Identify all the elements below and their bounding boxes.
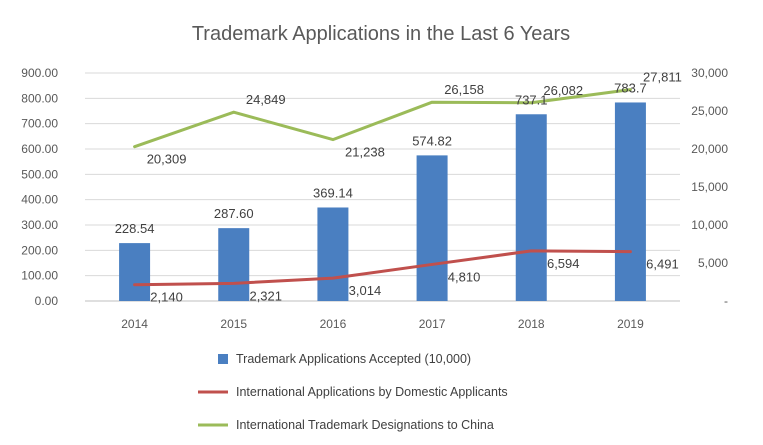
right-tick-label: 20,000 — [691, 142, 728, 156]
line-data-label: 4,810 — [448, 269, 481, 284]
line-data-label: 21,238 — [345, 145, 385, 160]
left-tick-label: 100.00 — [21, 269, 58, 283]
line-data-label: 6,491 — [646, 257, 679, 272]
bar — [416, 155, 448, 301]
right-tick-label: 25,000 — [691, 104, 728, 118]
line-data-label: 6,594 — [547, 256, 580, 271]
bar-data-label: 783.7 — [614, 80, 647, 95]
line-data-label: 20,309 — [147, 152, 187, 167]
data-labels: 228.54 287.60 369.14 574.82 737.1 783.7 2,140 2… — [115, 70, 682, 305]
legend: Trademark Applications Accepted (10,000)… — [198, 352, 508, 432]
right-tick-label: - — [724, 294, 728, 308]
bar-data-label: 369.14 — [313, 185, 353, 200]
bar — [218, 228, 250, 301]
left-tick-label: 900.00 — [21, 66, 58, 80]
bar — [119, 243, 151, 301]
x-axis: 2014 2015 2016 2017 2018 2019 — [121, 317, 644, 331]
left-tick-label: 300.00 — [21, 218, 58, 232]
bar-data-label: 737.1 — [515, 92, 548, 107]
left-tick-label: 500.00 — [21, 167, 58, 181]
gridlines — [85, 72, 680, 302]
legend-label: International Applications by Domestic A… — [236, 385, 508, 399]
line-data-label: 26,082 — [543, 83, 583, 98]
x-tick-label: 2019 — [617, 317, 644, 331]
bar — [515, 114, 547, 301]
x-tick-label: 2017 — [419, 317, 446, 331]
legend-label: Trademark Applications Accepted (10,000) — [236, 352, 471, 366]
left-tick-label: 600.00 — [21, 142, 58, 156]
right-tick-label: 10,000 — [691, 218, 728, 232]
bar — [614, 102, 646, 301]
left-tick-label: 700.00 — [21, 117, 58, 131]
x-tick-label: 2015 — [220, 317, 247, 331]
bar-data-label: 287.60 — [214, 206, 254, 221]
left-tick-label: 400.00 — [21, 193, 58, 207]
line-data-label: 27,811 — [643, 70, 682, 85]
bar-data-label: 574.82 — [412, 133, 452, 148]
chart-title: Trademark Applications in the Last 6 Yea… — [192, 23, 570, 45]
bar — [317, 207, 349, 301]
legend-label: International Trademark Designations to … — [236, 418, 494, 432]
left-axis: 0.00 100.00 200.00 300.00 400.00 500.00 600.00… — [21, 66, 58, 308]
left-tick-label: 0.00 — [35, 294, 59, 308]
right-tick-label: 30,000 — [691, 66, 728, 80]
left-tick-label: 800.00 — [21, 91, 58, 105]
line-data-label: 24,849 — [246, 92, 286, 107]
legend-swatch-bar — [218, 354, 228, 364]
line-data-label: 2,321 — [249, 288, 282, 303]
bar-data-label: 228.54 — [115, 221, 155, 236]
left-tick-label: 200.00 — [21, 243, 58, 257]
x-tick-label: 2014 — [121, 317, 148, 331]
x-tick-label: 2018 — [518, 317, 545, 331]
series-line — [133, 249, 632, 287]
line-data-label: 3,014 — [349, 283, 382, 298]
line-series — [133, 88, 632, 287]
line-data-label: 26,158 — [444, 82, 484, 97]
x-tick-label: 2016 — [320, 317, 347, 331]
right-tick-label: 15,000 — [691, 180, 728, 194]
line-data-label: 2,140 — [150, 290, 183, 305]
right-tick-label: 5,000 — [698, 256, 728, 270]
series-line — [133, 88, 632, 149]
bar-series — [119, 102, 646, 301]
right-axis: - 5,000 10,000 15,000 20,000 25,000 30,000 — [691, 66, 728, 308]
